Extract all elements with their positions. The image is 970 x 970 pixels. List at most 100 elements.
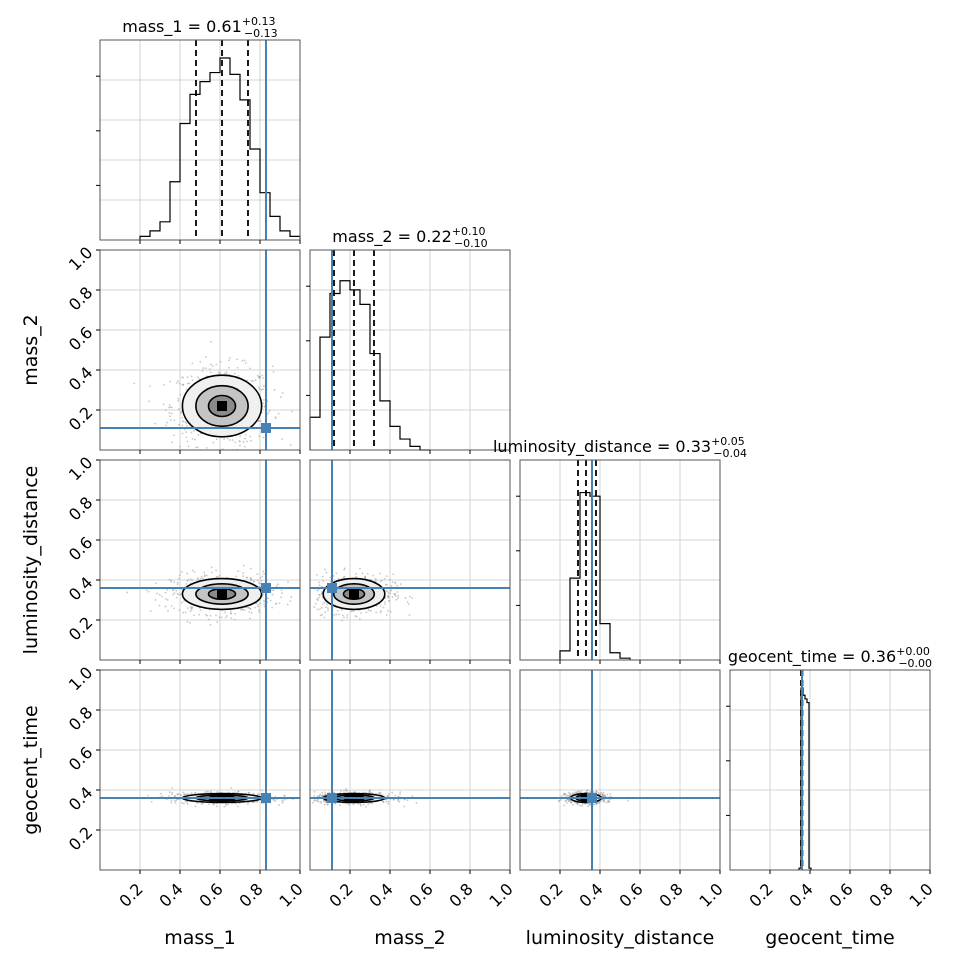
y-tick-label: 0.8 (65, 703, 96, 734)
sample-point (415, 801, 418, 804)
sample-point (397, 597, 399, 600)
sample-point (393, 798, 396, 801)
sample-point (359, 567, 361, 570)
y-tick-label: 0.8 (65, 283, 96, 314)
sample-point (567, 791, 570, 794)
sample-point (180, 410, 183, 413)
sample-point (258, 377, 261, 380)
y-tick-label: 1.0 (65, 663, 96, 694)
sample-point (385, 614, 388, 616)
sample-point (171, 441, 173, 444)
sample-point (364, 576, 367, 579)
sample-point (244, 362, 247, 364)
sample-point (267, 597, 270, 600)
sample-point (193, 614, 195, 617)
sample-point (215, 614, 217, 617)
sample-point (229, 439, 231, 441)
sample-point (170, 799, 173, 802)
y-axis-label-luminosity_distance: luminosity_distance (20, 466, 42, 655)
sample-point (178, 574, 181, 577)
sample-point (259, 420, 262, 423)
sample-point (339, 804, 341, 807)
sample-point (578, 790, 581, 793)
sample-point (602, 791, 605, 794)
histogram-mass_2 (309, 280, 430, 451)
x-axis-label-mass_1: mass_1 (164, 927, 236, 949)
sample-point (578, 804, 581, 807)
sample-point (369, 789, 372, 792)
sample-point (365, 611, 368, 614)
sample-point (239, 440, 241, 443)
sample-point (250, 611, 253, 614)
sample-point (223, 372, 226, 375)
sample-point (280, 589, 283, 592)
sample-point (391, 791, 394, 794)
sample-point (186, 572, 189, 575)
y-tick-label: 0.6 (65, 743, 96, 774)
sample-point (210, 571, 213, 574)
sample-point (243, 609, 246, 612)
sample-point (319, 793, 322, 796)
sample-point (387, 594, 389, 597)
panel-title-mass_1: mass_1 = 0.61+0.13 −0.13 (122, 15, 277, 40)
sample-point (164, 591, 167, 594)
x-tick-label: 0.8 (445, 879, 476, 910)
sample-point (595, 803, 598, 806)
sample-point (145, 589, 148, 592)
sample-point (170, 406, 173, 409)
grid-lines (520, 670, 720, 870)
sample-point (341, 614, 344, 617)
sample-point (315, 573, 318, 576)
x-tick-label: 0.8 (655, 879, 686, 910)
sample-point (269, 599, 272, 602)
sample-point (205, 613, 207, 616)
sample-point (290, 596, 293, 598)
sample-point (313, 799, 316, 802)
sample-point (191, 362, 194, 365)
sample-point (203, 571, 206, 574)
sample-point (192, 430, 195, 432)
sample-point (208, 368, 211, 370)
sample-point (260, 580, 263, 582)
sample-point (282, 800, 285, 803)
sample-point (320, 613, 323, 616)
axes-frame (729, 669, 931, 871)
sample-point (323, 803, 326, 806)
sample-point (395, 598, 398, 601)
sample-point (208, 803, 210, 806)
sample-point (217, 371, 220, 374)
sample-point (258, 609, 260, 611)
sample-point (174, 802, 177, 804)
sample-point (576, 790, 579, 793)
x-tick-label: 0.4 (365, 879, 396, 910)
sample-point (627, 799, 629, 802)
sample-point (267, 411, 270, 414)
grid-lines (310, 250, 510, 450)
sample-point (318, 581, 321, 584)
sample-point (320, 607, 323, 609)
sample-point (286, 603, 289, 606)
x-tick-label: 0.8 (235, 879, 266, 910)
sample-point (324, 791, 327, 794)
sample-point (150, 800, 153, 803)
sample-point (237, 805, 239, 808)
sample-point (341, 619, 343, 622)
y-axis-label-geocent_time: geocent_time (20, 705, 42, 834)
sample-point (325, 606, 327, 609)
sample-point (272, 370, 275, 373)
sample-point (291, 410, 293, 413)
sample-point (158, 593, 161, 596)
sample-point (355, 615, 358, 618)
sample-point (168, 404, 171, 407)
sample-point (226, 614, 228, 617)
axes-frame (519, 459, 721, 661)
truth-marker (327, 583, 337, 593)
sample-point (162, 403, 165, 406)
sample-point (587, 805, 589, 808)
title-lower-error: −0.10 (454, 237, 488, 250)
sample-point (177, 793, 180, 796)
sample-point (229, 357, 231, 359)
sample-point (601, 794, 604, 797)
sample-point (352, 610, 355, 613)
sample-point (258, 388, 261, 391)
